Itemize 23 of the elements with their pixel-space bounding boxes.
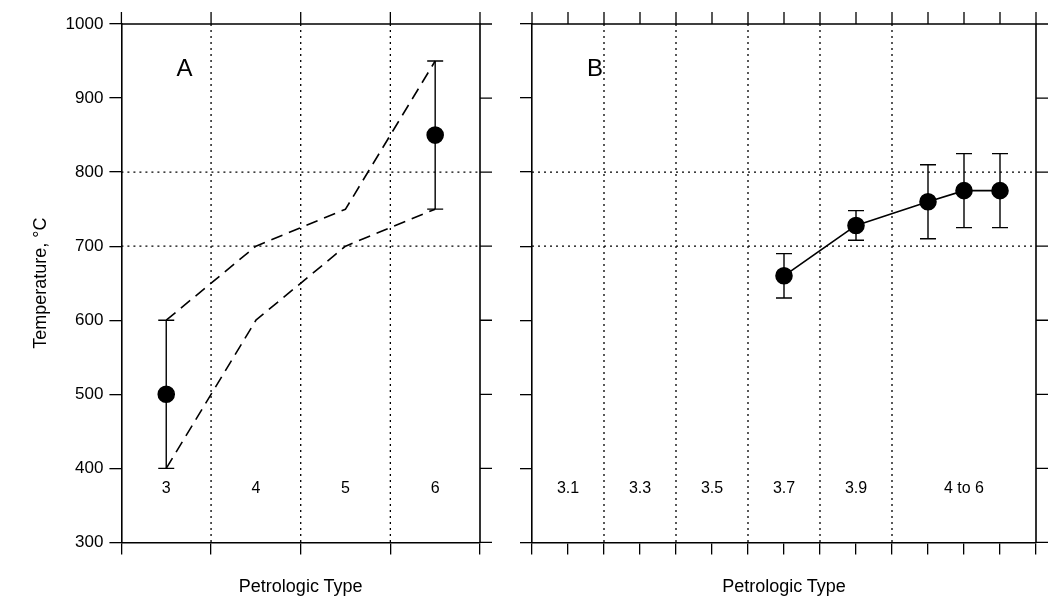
y-tick-label: 700 bbox=[75, 235, 104, 255]
y-tick-label: 600 bbox=[75, 309, 104, 329]
y-tick-label: 900 bbox=[75, 87, 104, 107]
x-tick-label: 3.1 bbox=[556, 479, 580, 497]
y-tick-label: 500 bbox=[75, 383, 104, 403]
x-tick-label: 4 to 6 bbox=[943, 479, 985, 497]
x-tick-label: 4 bbox=[251, 479, 261, 497]
x-tick-label: 3.3 bbox=[628, 479, 652, 497]
y-axis-title: Temperature, °C bbox=[29, 217, 50, 349]
x-tick-label: 3.5 bbox=[700, 479, 724, 497]
annotation: B bbox=[587, 53, 604, 81]
y-tick-label: 800 bbox=[75, 161, 104, 181]
x-axis-title: Petrologic Type bbox=[238, 576, 363, 597]
y-tick-label: 300 bbox=[75, 532, 104, 552]
annotation: A bbox=[176, 53, 193, 81]
y-tick-label: 400 bbox=[75, 458, 104, 478]
x-tick-label: 5 bbox=[341, 479, 351, 497]
x-tick-label: 3.7 bbox=[772, 479, 796, 497]
x-tick-label: 3 bbox=[161, 479, 171, 497]
x-tick-label: 3.9 bbox=[844, 479, 868, 497]
x-axis-title: Petrologic Type bbox=[722, 576, 846, 597]
x-tick-label: 6 bbox=[430, 479, 440, 497]
y-tick-label: 1000 bbox=[65, 13, 104, 33]
